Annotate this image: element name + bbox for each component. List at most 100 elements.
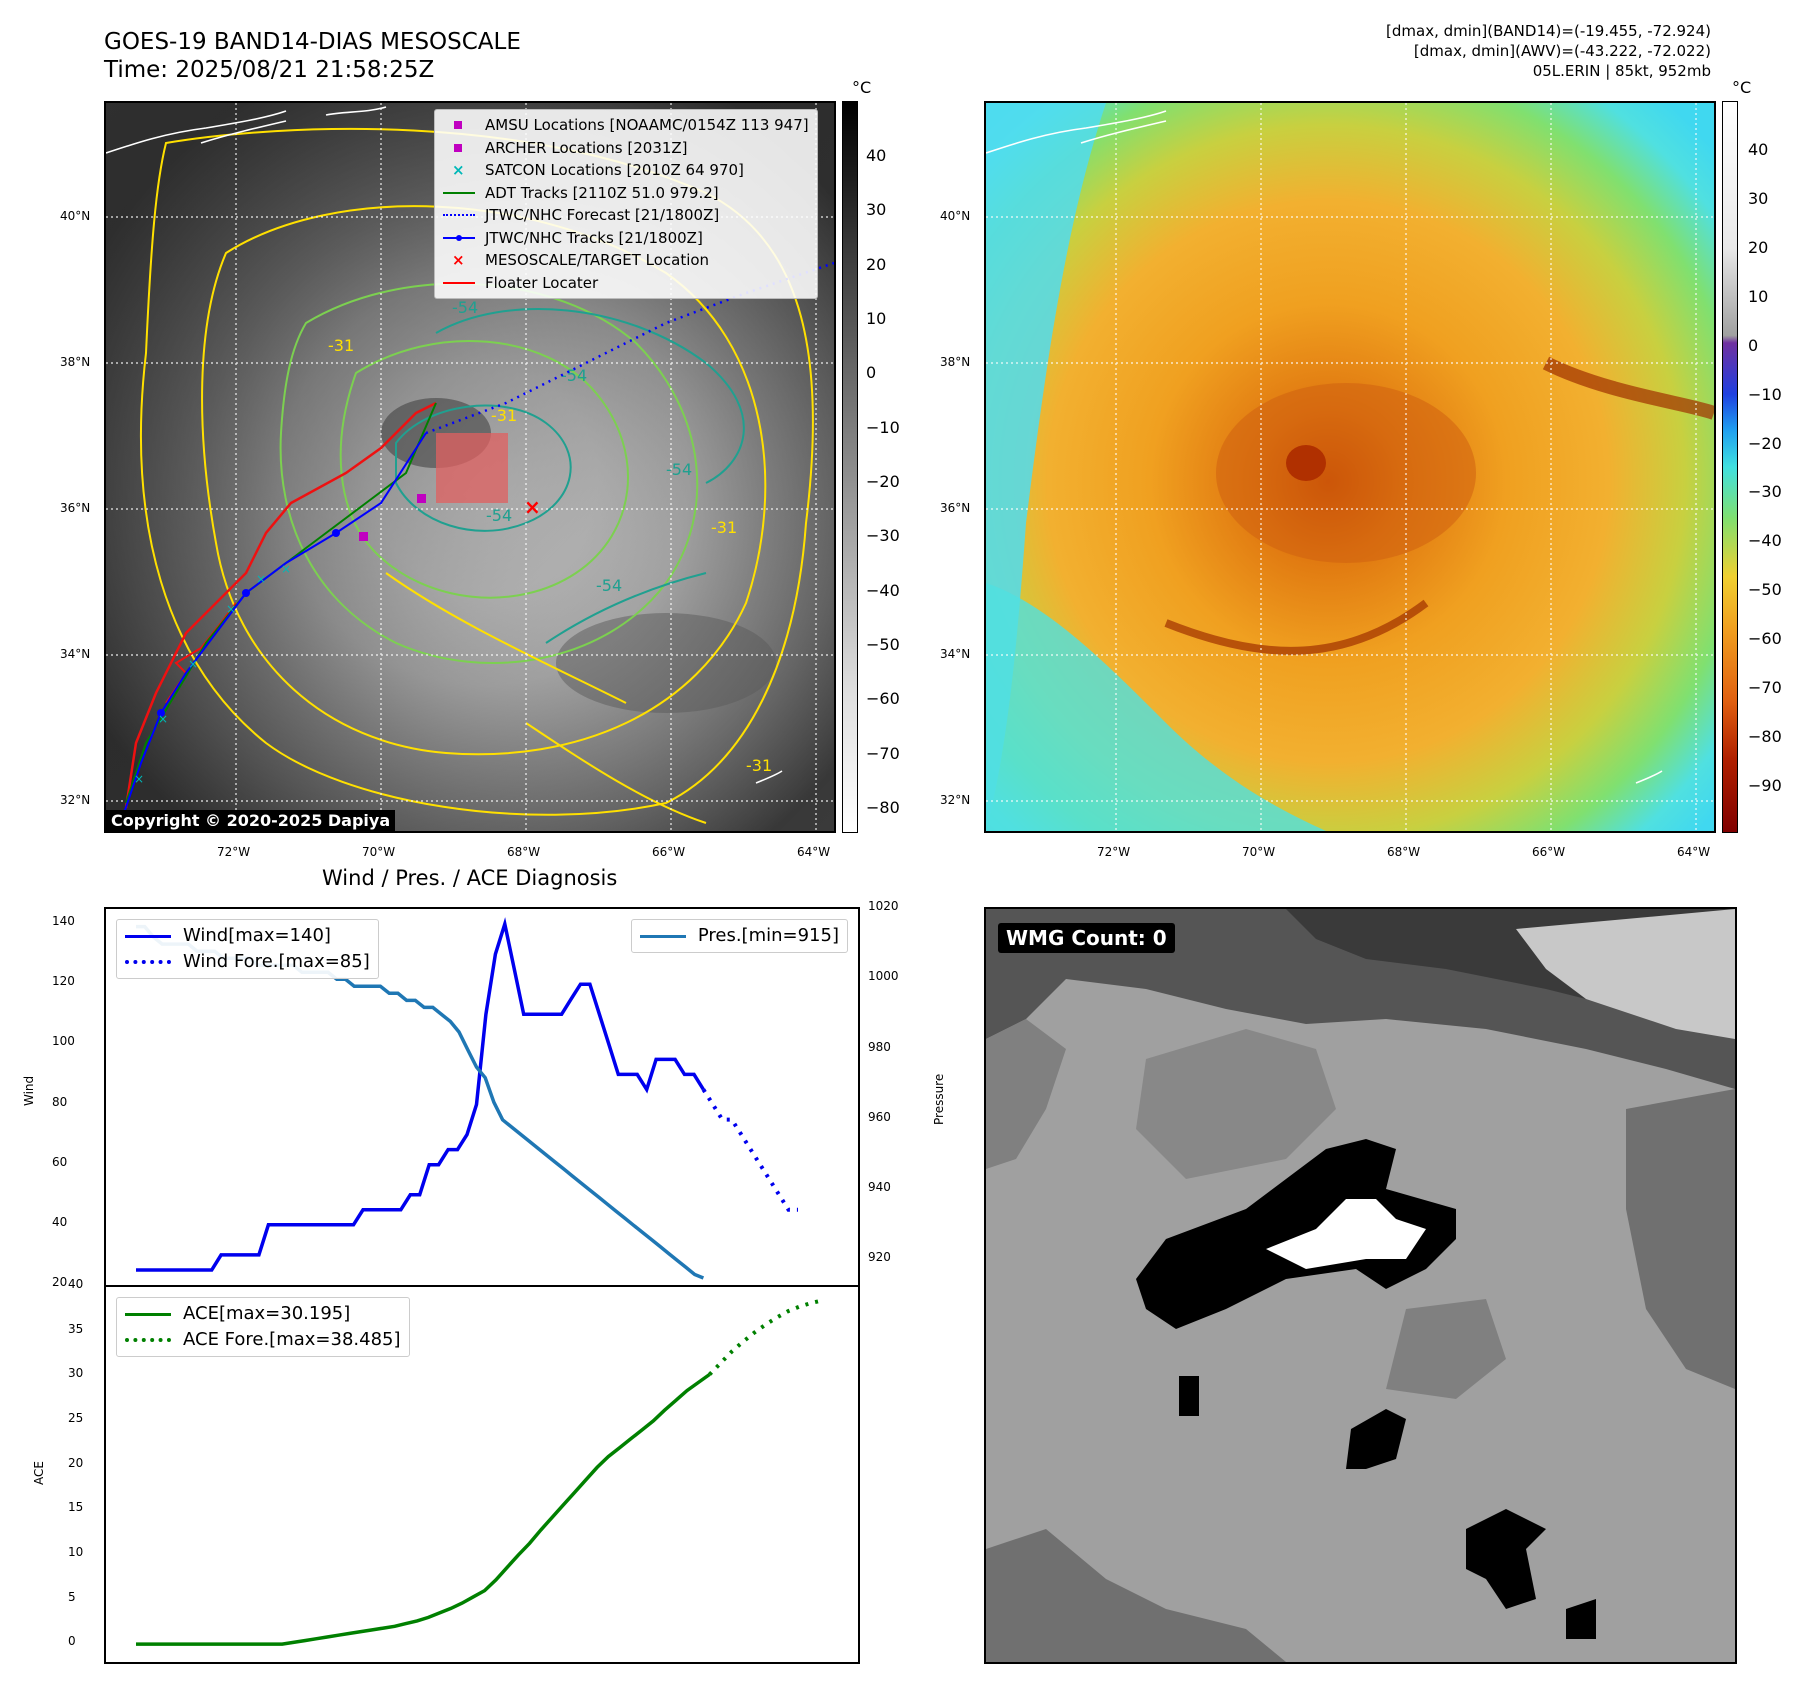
- legend-forecast: JTWC/NHC Forecast [21/1800Z]: [443, 204, 809, 227]
- lat-label: 38°N: [60, 355, 91, 369]
- legend-pressure: Pres.[min=915]: [639, 923, 839, 949]
- colorbar-tick: 20: [1748, 237, 1769, 257]
- ace-y-tick: 5: [68, 1589, 76, 1604]
- colorbar-tick: −80: [866, 798, 900, 817]
- colorbar-tick: −50: [866, 635, 900, 654]
- contour-label: -31: [746, 756, 772, 775]
- legend-target: × MESOSCALE/TARGET Location: [443, 249, 809, 272]
- legend-label: Floater Locater: [485, 273, 599, 292]
- lon-label: 72°W: [217, 845, 251, 859]
- contour-label: -31: [711, 518, 737, 537]
- lat-label: 32°N: [940, 793, 971, 807]
- wind-forecast-line: [701, 1088, 798, 1212]
- legend-floater: Floater Locater: [443, 272, 809, 295]
- legend-amsu: AMSU Locations [NOAAMC/0154Z 113 947]: [443, 114, 809, 137]
- pressure-axis-label: Pressure: [932, 1073, 946, 1125]
- right-colorbar: [1722, 101, 1738, 833]
- right-map-canvas: [986, 103, 1714, 831]
- copyright-badge: Copyright © 2020-2025 Dapiya: [106, 810, 396, 831]
- lon-label: 66°W: [652, 845, 686, 859]
- target-marker: ×: [524, 495, 541, 519]
- contour-label: -54: [561, 366, 587, 385]
- lon-label: 72°W: [1097, 845, 1131, 859]
- ace-y-tick: 10: [68, 1544, 84, 1559]
- colorbar-unit: °C: [852, 78, 872, 97]
- legend-wind: Wind[max=140]: [125, 923, 370, 949]
- legend-satcon: × SATCON Locations [2010Z 64 970]: [443, 159, 809, 182]
- wind-y-tick: 60: [52, 1154, 68, 1169]
- legend-label: MESOSCALE/TARGET Location: [485, 251, 710, 269]
- floater-track: [124, 401, 437, 809]
- left-colorbar: [842, 101, 858, 833]
- map-legend: AMSU Locations [NOAAMC/0154Z 113 947] AR…: [434, 109, 818, 299]
- colorbar-tick: 40: [866, 146, 887, 165]
- wmg-panel: WMG Count: 0: [984, 907, 1737, 1664]
- pressure-y-tick: 980: [868, 1039, 891, 1054]
- legend-label: Pres.[min=915]: [697, 925, 839, 946]
- pressure-y-tick: 1000: [868, 969, 899, 984]
- ace-y-tick: 20: [68, 1455, 84, 1470]
- wind-y-tick: 120: [52, 974, 75, 989]
- ace-y-tick: 0: [68, 1634, 76, 1649]
- ace-y-tick: 35: [68, 1321, 84, 1336]
- lat-label: 38°N: [940, 355, 971, 369]
- diagnosis-title: Wind / Pres. / ACE Diagnosis: [322, 866, 618, 890]
- colorbar-tick: −60: [1748, 629, 1782, 649]
- lon-label: 70°W: [1242, 845, 1276, 859]
- svg-text:×: ×: [134, 772, 144, 786]
- info-line2: [dmax, dmin](AWV)=(-43.222, -72.022): [1413, 42, 1711, 60]
- track-point: [242, 589, 250, 597]
- colorbar-tick: −10: [866, 417, 900, 437]
- lat-label: 36°N: [60, 501, 91, 515]
- wind-y-tick: 20: [52, 1275, 68, 1289]
- ace-y-tick: 40: [68, 1277, 84, 1291]
- colorbar-tick: −40: [1748, 531, 1782, 551]
- figure-title-line1: GOES-19 BAND14-DIAS MESOSCALE: [104, 29, 521, 55]
- legend-ace: ACE[max=30.195]: [125, 1301, 401, 1327]
- colorbar-tick: −70: [866, 743, 900, 763]
- colorbar-unit: °C: [1732, 78, 1752, 97]
- colorbar-tick: 40: [1748, 140, 1769, 159]
- legend-label: SATCON Locations [2010Z 64 970]: [485, 161, 744, 179]
- legend-label: ACE[max=30.195]: [183, 1303, 351, 1324]
- lon-label: 64°W: [1677, 845, 1711, 859]
- legend-wind-fore: Wind Fore.[max=85]: [125, 949, 370, 975]
- colorbar-tick: −50: [1748, 580, 1782, 600]
- contour-label: -54: [452, 298, 478, 317]
- colorbar-tick: 0: [1748, 335, 1759, 355]
- pressure-y-tick: 920: [868, 1250, 891, 1265]
- lat-label: 34°N: [940, 647, 971, 661]
- colorbar-tick: −70: [1748, 678, 1782, 698]
- contour-label: -54: [596, 576, 622, 595]
- colorbar-tick: 30: [866, 200, 887, 220]
- pressure-y-tick: 1020: [868, 899, 899, 913]
- wind-y-tick: 80: [52, 1094, 68, 1109]
- legend-adt: ADT Tracks [2110Z 51.0 979.2]: [443, 182, 809, 205]
- legend-label: Wind Fore.[max=85]: [183, 951, 370, 972]
- contour-label: -54: [486, 506, 512, 525]
- lon-label: 70°W: [362, 845, 396, 859]
- legend-label: ADT Tracks [2110Z 51.0 979.2]: [485, 183, 719, 202]
- wind-pressure-chart: Wind[max=140] Wind Fore.[max=85] Pres.[m…: [104, 907, 860, 1287]
- colorbar-tick: 20: [866, 254, 887, 274]
- legend-label: JTWC/NHC Forecast [21/1800Z]: [485, 206, 720, 224]
- lon-label: 68°W: [1387, 845, 1421, 859]
- svg-text:×: ×: [256, 572, 266, 586]
- contour-label: -31: [328, 336, 354, 355]
- legend-label: ARCHER Locations [2031Z]: [485, 138, 688, 157]
- lat-label: 32°N: [60, 793, 91, 807]
- svg-text:×: ×: [188, 657, 198, 671]
- wind-line: [136, 917, 705, 1272]
- lat-label: 40°N: [940, 209, 971, 223]
- wind-axis-label: Wind: [22, 1075, 36, 1106]
- colorbar-tick: −40: [866, 580, 900, 600]
- svg-text:×: ×: [281, 562, 291, 576]
- ace-axis-label: ACE: [32, 1461, 46, 1485]
- info-line3: 05L.ERIN | 85kt, 952mb: [1532, 62, 1711, 80]
- colorbar-tick: −30: [866, 526, 900, 546]
- lat-label: 36°N: [940, 501, 971, 515]
- lon-label: 66°W: [1532, 845, 1566, 859]
- figure-title-line2: Time: 2025/08/21 21:58:25Z: [104, 57, 435, 83]
- pressure-y-tick: 940: [868, 1180, 891, 1195]
- colorbar-tick: 0: [866, 363, 877, 383]
